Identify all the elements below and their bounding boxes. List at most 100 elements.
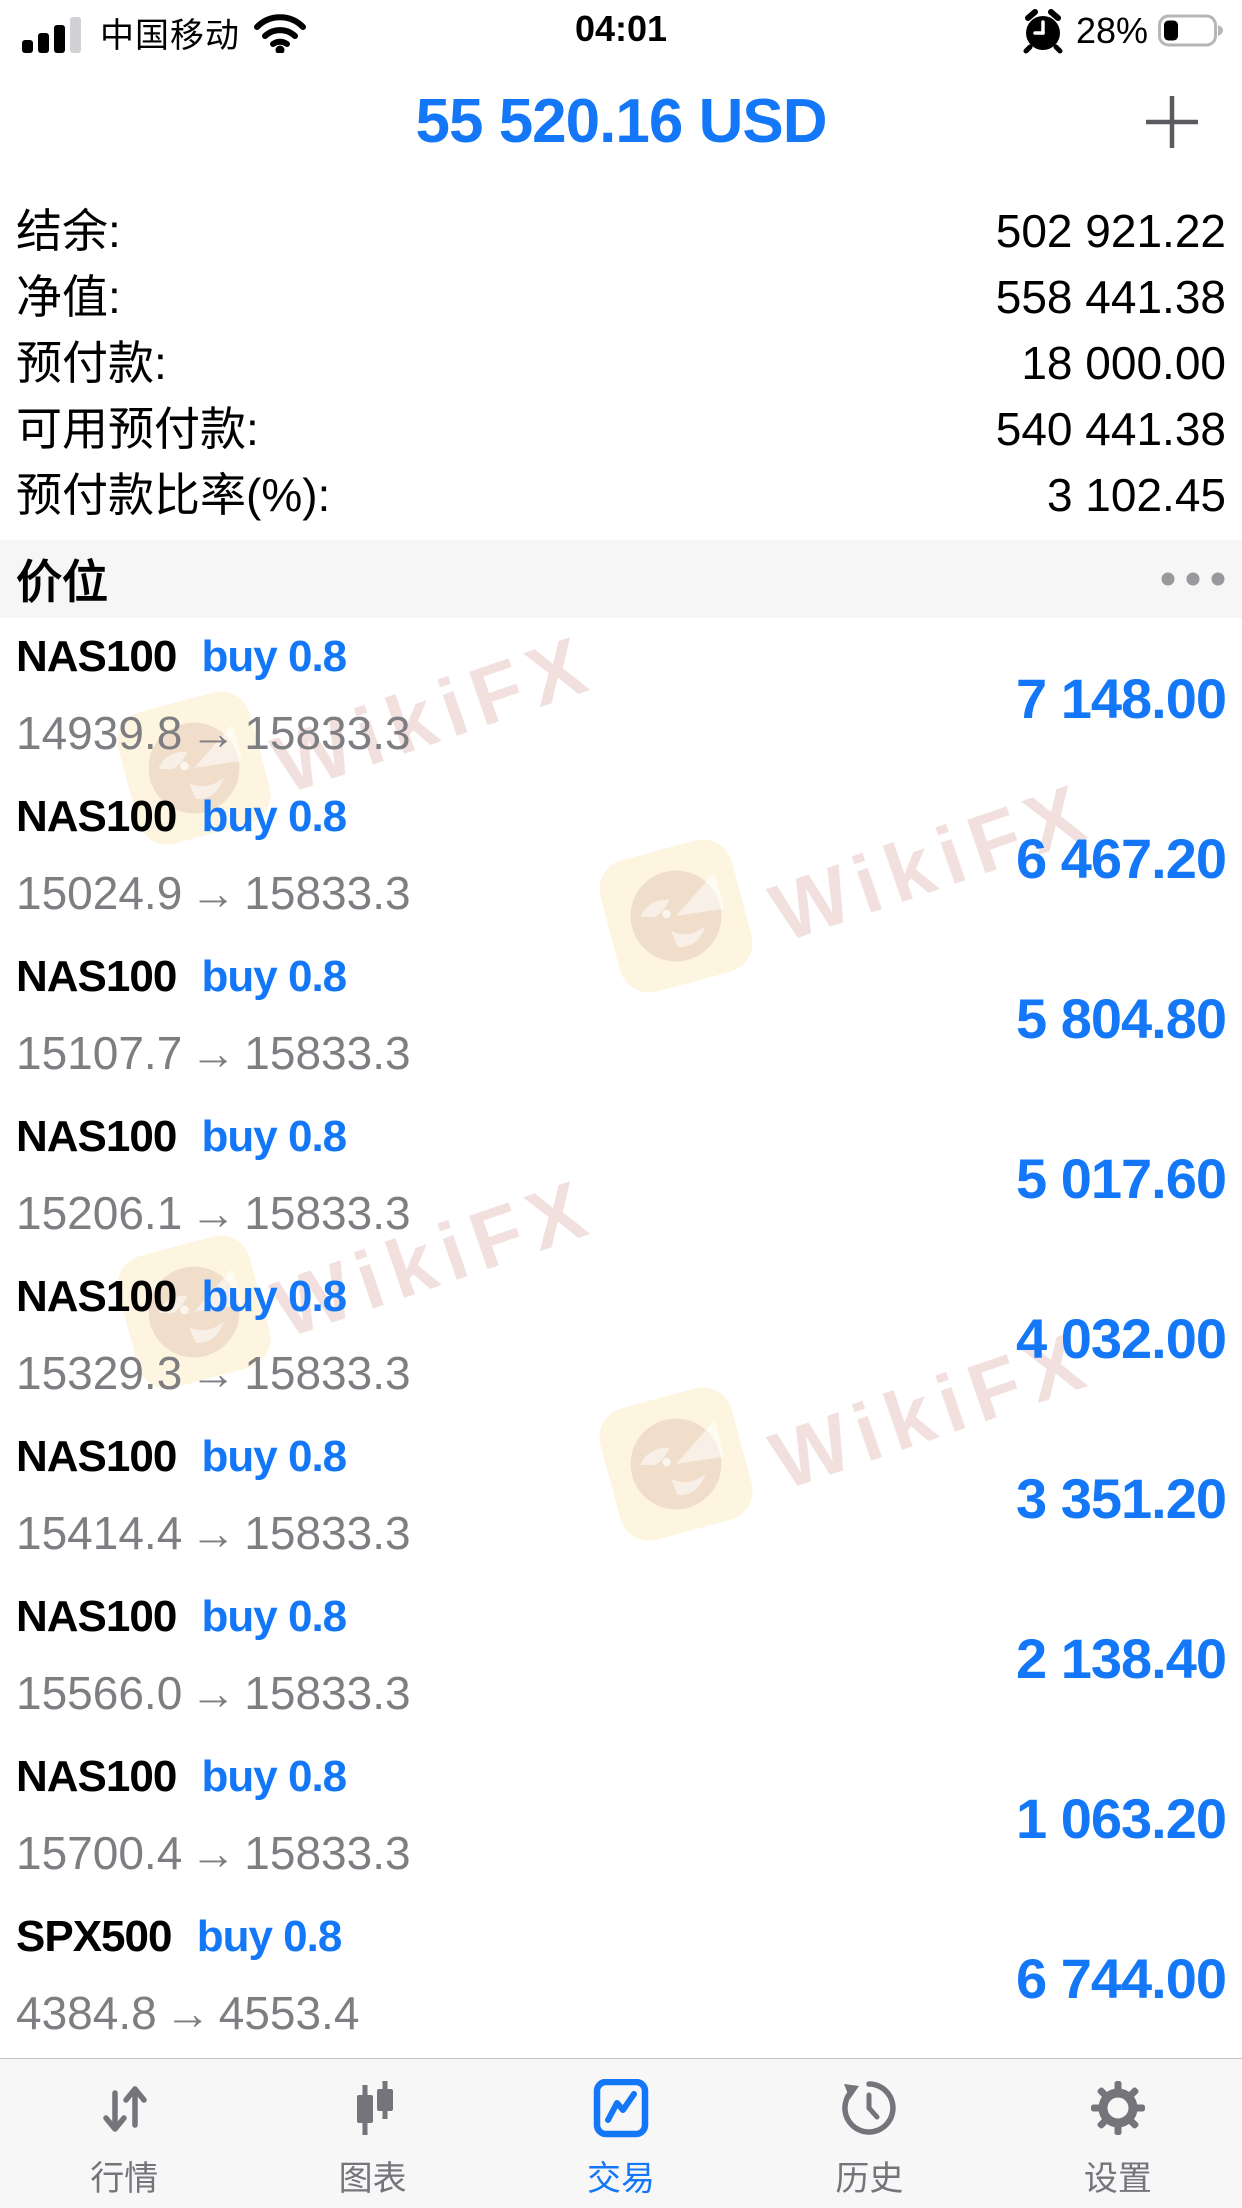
plus-icon bbox=[1146, 96, 1198, 148]
position-symbol: NAS100 bbox=[16, 1272, 177, 1321]
tab-label: 交易 bbox=[587, 2160, 656, 2198]
positions-section-title: 价位 bbox=[16, 556, 108, 608]
position-open-price: 15107.7 bbox=[16, 1027, 183, 1079]
account-summary: 结余: 502 921.22 净值: 558 441.38 预付款: 18 00… bbox=[0, 198, 1242, 528]
bottom-tab-bar: 行情 图表 交易 历史 设置 bbox=[0, 2058, 1242, 2208]
position-row[interactable]: NAS100 buy 0.8 15414.4 → 15833.3 3 351.20 bbox=[0, 1418, 1242, 1578]
arrow-right-icon: → bbox=[190, 1507, 237, 1559]
position-side-volume: buy 0.8 bbox=[190, 1112, 348, 1161]
position-symbol-line: NAS100 buy 0.8 bbox=[16, 1592, 348, 1642]
position-symbol-line: NAS100 buy 0.8 bbox=[16, 1432, 348, 1482]
position-current-price: 15833.3 bbox=[244, 1187, 411, 1239]
position-row[interactable]: NAS100 buy 0.8 15206.1 → 15833.3 5 017.60 bbox=[0, 1098, 1242, 1258]
history-clock-icon bbox=[842, 2081, 897, 2135]
position-current-price: 15833.3 bbox=[244, 1347, 411, 1399]
position-symbol-line: NAS100 buy 0.8 bbox=[16, 632, 347, 682]
position-symbol: NAS100 bbox=[16, 792, 177, 841]
position-row[interactable]: NAS100 buy 0.8 14939.8 → 15833.3 7 148.00 bbox=[0, 618, 1242, 778]
account-summary-row: 预付款比率(%): 3 102.45 bbox=[0, 462, 1242, 528]
arrow-right-icon: → bbox=[190, 1827, 237, 1879]
position-row[interactable]: SPX500 buy 0.8 4384.8 → 4553.4 6 744.00 bbox=[0, 1898, 1242, 2058]
gear-icon bbox=[1090, 2081, 1145, 2135]
position-row[interactable]: NAS100 buy 0.8 15700.4 → 15833.3 1 063.20 bbox=[0, 1738, 1242, 1898]
position-symbol-line: NAS100 buy 0.8 bbox=[16, 1752, 348, 1802]
position-symbol: SPX500 bbox=[16, 1912, 172, 1961]
position-symbol-line: NAS100 buy 0.8 bbox=[16, 1112, 348, 1162]
position-row[interactable]: NAS100 buy 0.8 15107.7 → 15833.3 5 804.80 bbox=[0, 938, 1242, 1098]
ellipsis-icon bbox=[1161, 572, 1225, 586]
position-prices-line: 15024.9 → 15833.3 bbox=[16, 866, 411, 920]
position-open-price: 15206.1 bbox=[16, 1187, 183, 1239]
tab-settings[interactable]: 设置 bbox=[994, 2059, 1242, 2208]
account-summary-row: 净值: 558 441.38 bbox=[0, 264, 1242, 330]
wifi-icon bbox=[254, 13, 306, 53]
position-symbol: NAS100 bbox=[16, 1752, 177, 1801]
position-symbol: NAS100 bbox=[16, 1432, 177, 1481]
position-profit: 2 138.40 bbox=[1016, 1626, 1227, 1690]
battery-percent-label: 28% bbox=[1075, 10, 1148, 51]
positions-menu-button[interactable] bbox=[1156, 559, 1226, 599]
summary-label: 可用预付款: bbox=[16, 403, 259, 455]
summary-value: 502 921.22 bbox=[995, 205, 1226, 257]
arrow-right-icon: → bbox=[190, 867, 237, 919]
summary-value: 540 441.38 bbox=[995, 403, 1226, 455]
position-prices-line: 15107.7 → 15833.3 bbox=[16, 1026, 411, 1080]
tab-quotes[interactable]: 行情 bbox=[0, 2059, 248, 2208]
position-prices-line: 15329.3 → 15833.3 bbox=[16, 1346, 411, 1400]
position-symbol-line: NAS100 buy 0.8 bbox=[16, 1272, 347, 1322]
position-symbol: NAS100 bbox=[16, 1592, 177, 1641]
position-current-price: 15833.3 bbox=[244, 1027, 411, 1079]
tab-trade[interactable]: 交易 bbox=[497, 2059, 745, 2208]
position-profit: 7 148.00 bbox=[1016, 666, 1227, 730]
candlestick-icon bbox=[356, 2081, 393, 2135]
tab-charts[interactable]: 图表 bbox=[248, 2059, 496, 2208]
position-side-volume: buy 0.8 bbox=[190, 1752, 348, 1801]
summary-value: 558 441.38 bbox=[995, 271, 1226, 323]
position-profit: 6 744.00 bbox=[1016, 1946, 1227, 2010]
position-open-price: 15024.9 bbox=[16, 867, 183, 919]
arrows-up-down-icon bbox=[103, 2086, 147, 2132]
position-symbol-line: SPX500 buy 0.8 bbox=[16, 1912, 343, 1962]
position-current-price: 15833.3 bbox=[244, 1667, 411, 1719]
carrier-label: 中国移动 bbox=[100, 17, 240, 55]
add-order-button[interactable] bbox=[1144, 94, 1200, 150]
position-prices-line: 15700.4 → 15833.3 bbox=[16, 1826, 411, 1880]
tab-label: 设置 bbox=[1083, 2160, 1152, 2198]
position-row[interactable]: NAS100 buy 0.8 15329.3 → 15833.3 4 032.00 bbox=[0, 1258, 1242, 1418]
position-side-volume: buy 0.8 bbox=[185, 1912, 343, 1961]
tab-history[interactable]: 历史 bbox=[745, 2059, 993, 2208]
position-open-price: 15414.4 bbox=[16, 1507, 183, 1559]
position-open-price: 15566.0 bbox=[16, 1667, 183, 1719]
arrow-right-icon: → bbox=[190, 1027, 237, 1079]
position-side-volume: buy 0.8 bbox=[190, 1592, 348, 1641]
position-side-volume: buy 0.8 bbox=[190, 1432, 348, 1481]
position-row[interactable]: NAS100 buy 0.8 15024.9 → 15833.3 6 467.20 bbox=[0, 778, 1242, 938]
position-symbol: NAS100 bbox=[16, 952, 177, 1001]
summary-label: 预付款: bbox=[16, 337, 167, 389]
arrow-right-icon: → bbox=[190, 1667, 237, 1719]
tab-label: 历史 bbox=[835, 2160, 904, 2198]
position-side-volume: buy 0.8 bbox=[190, 952, 348, 1001]
account-summary-row: 可用预付款: 540 441.38 bbox=[0, 396, 1242, 462]
tab-label: 行情 bbox=[90, 2160, 159, 2198]
position-open-price: 15329.3 bbox=[16, 1347, 183, 1399]
position-symbol: NAS100 bbox=[16, 1112, 177, 1161]
position-profit: 5 017.60 bbox=[1016, 1146, 1227, 1210]
status-bar: 中国移动 04:01 28% bbox=[0, 0, 1242, 64]
position-open-price: 4384.8 bbox=[16, 1987, 157, 2039]
position-side-volume: buy 0.8 bbox=[190, 792, 348, 841]
position-prices-line: 14939.8 → 15833.3 bbox=[16, 706, 411, 760]
clock-label: 04:01 bbox=[574, 8, 668, 49]
status-bar-right: 28% bbox=[1020, 8, 1224, 54]
account-summary-row: 预付款: 18 000.00 bbox=[0, 330, 1242, 396]
position-symbol-line: NAS100 buy 0.8 bbox=[16, 952, 348, 1002]
account-summary-row: 结余: 502 921.22 bbox=[0, 198, 1242, 264]
summary-label: 净值: bbox=[16, 271, 121, 323]
summary-label: 预付款比率(%): bbox=[16, 469, 331, 521]
position-prices-line: 4384.8 → 4553.4 bbox=[16, 1986, 359, 2040]
position-prices-line: 15206.1 → 15833.3 bbox=[16, 1186, 411, 1240]
arrow-right-icon: → bbox=[164, 1987, 211, 2039]
position-symbol: NAS100 bbox=[16, 632, 177, 681]
position-current-price: 15833.3 bbox=[244, 1827, 411, 1879]
position-row[interactable]: NAS100 buy 0.8 15566.0 → 15833.3 2 138.40 bbox=[0, 1578, 1242, 1738]
